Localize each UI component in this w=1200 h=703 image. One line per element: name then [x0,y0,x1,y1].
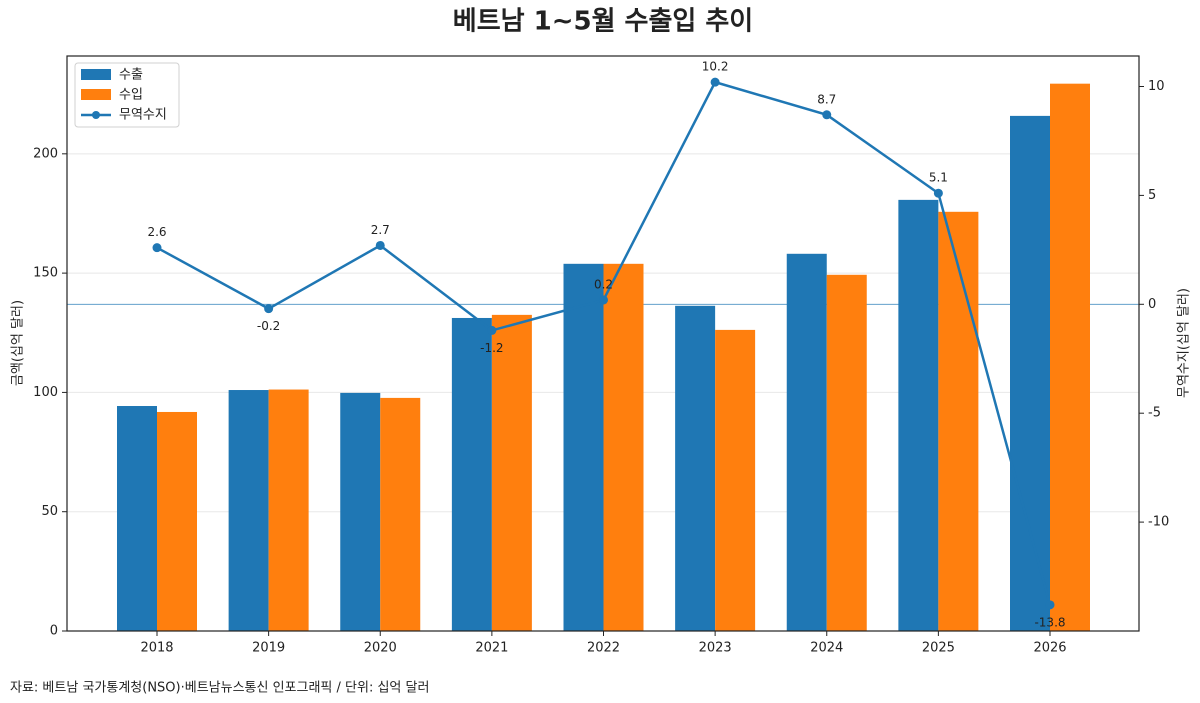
y-axis-label: 금액(십억 달러) [11,300,26,386]
bar [157,411,197,631]
trade-point [152,243,162,253]
bar [603,263,644,631]
bar [1010,115,1050,632]
trade-point [599,295,608,305]
bar [938,211,979,631]
x-tick-label: 2025 [922,641,955,656]
trade-point [264,304,274,314]
y-tick-label: 200 [33,146,58,161]
bar [451,317,492,631]
data-label: 0.2 [594,277,613,291]
trade-point [1045,600,1055,610]
data-label: 2.6 [147,225,166,239]
bar [715,329,756,631]
bar [491,314,532,631]
bar [380,397,421,631]
x-tick-label: 2022 [587,641,620,656]
data-label: -0.2 [257,319,280,333]
bar [675,305,716,631]
data-label: -13.8 [1034,615,1065,629]
x-tick-label: 2019 [252,641,285,656]
data-label: -1.2 [480,341,503,355]
trade-point [933,188,943,198]
x-tick-label: 2023 [699,641,732,656]
y2-tick-label: 10 [1148,79,1165,94]
bar [268,389,309,631]
legend-marker [92,111,100,119]
trade-point [487,325,497,335]
x-tick-label: 2026 [1033,641,1066,656]
y2-tick-label: 5 [1148,188,1156,203]
y-tick-label: 150 [33,266,58,281]
y2-tick-label: 0 [1148,297,1156,312]
note: 자료: 베트남 국가통계청(NSO)·베트남뉴스통신 인포그래픽 / 단위: 십… [10,681,429,696]
data-label: 8.7 [817,92,836,106]
y-tick-label: 100 [33,385,58,400]
y2-tick-label: -5 [1148,406,1161,421]
x-tick-label: 2024 [810,641,843,656]
bar [563,263,604,631]
bar [786,253,827,631]
legend-swatch [81,89,111,100]
y-tick-label: 50 [41,504,58,519]
trade-point [710,77,720,87]
plot-frame [66,55,1140,632]
bar [898,199,939,631]
chart-title: 베트남 1~5월 수출입 추이 [453,7,753,37]
x-tick-label: 2021 [475,641,508,656]
bar [826,274,867,631]
legend-swatch [81,69,111,80]
y-tick-label: 0 [50,624,58,639]
x-tick-label: 2020 [364,641,397,656]
trade-point [375,240,385,250]
legend-label: 수출 [119,68,143,83]
bar [1050,83,1090,632]
data-label: 2.7 [371,223,390,237]
bar [117,406,157,631]
x-tick-label: 2018 [140,641,173,656]
trade-point [822,110,832,120]
data-label: 5.1 [929,171,948,185]
y2-tick-label: -10 [1148,515,1169,530]
bar [228,390,269,631]
legend-label: 무역수지 [119,108,167,123]
y2-axis-label: 무역수지(십억 달러) [1177,288,1192,398]
bar [340,392,381,631]
data-label: 10.2 [702,60,729,74]
legend-label: 수입 [119,88,143,103]
